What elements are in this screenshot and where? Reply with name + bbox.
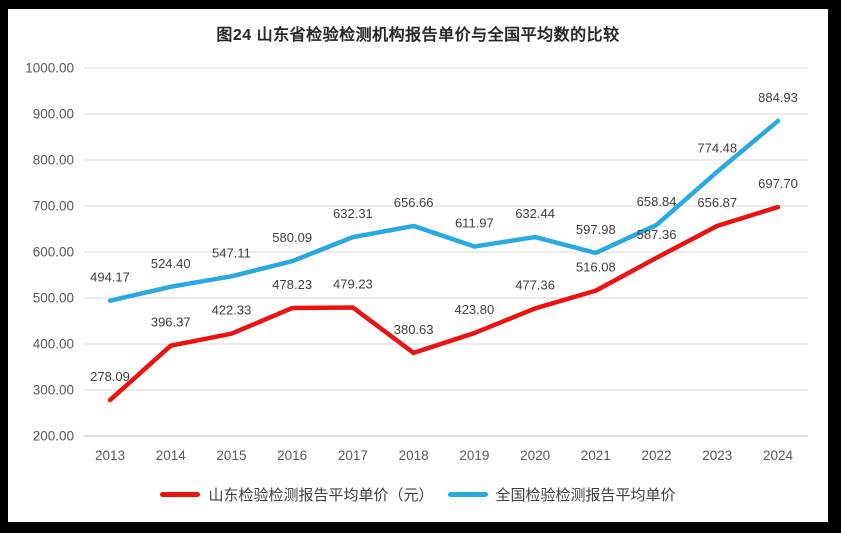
series-line-0 xyxy=(107,204,781,403)
legend-line-swatch-national xyxy=(447,492,488,497)
data-label: 656.66 xyxy=(394,195,434,210)
legend-item-national: 全国检验检测报告平均单价 xyxy=(447,484,676,505)
y-axis-tick-label: 200.00 xyxy=(33,429,74,444)
data-label: 658.84 xyxy=(637,194,677,209)
data-label: 423.80 xyxy=(454,302,494,317)
y-axis-tick-label: 800.00 xyxy=(33,153,74,168)
y-axis-tick-label: 300.00 xyxy=(33,383,74,398)
legend-label-national: 全国检验检测报告平均单价 xyxy=(495,487,676,504)
data-label: 477.36 xyxy=(515,277,555,292)
data-label: 580.09 xyxy=(272,230,312,245)
data-label: 547.11 xyxy=(212,245,251,260)
legend-label-shandong: 山东检验检测报告平均单价（元） xyxy=(208,487,434,504)
chart-title: 图24 山东省检验检测机构报告单价与全国平均数的比较 xyxy=(216,27,620,44)
y-axis-tick-label: 900.00 xyxy=(33,107,74,122)
data-label: 396.37 xyxy=(151,315,191,330)
data-label: 478.23 xyxy=(272,277,312,292)
legend-item-shandong: 山东检验检测报告平均单价（元） xyxy=(160,484,434,505)
x-axis-tick-label: 2024 xyxy=(763,448,794,463)
data-label: 516.08 xyxy=(576,260,616,275)
data-label: 524.40 xyxy=(151,256,191,271)
data-label: 278.09 xyxy=(90,369,130,384)
chart-legend: 山东检验检测报告平均单价（元） 全国检验检测报告平均单价 xyxy=(8,484,828,505)
data-label: 884.93 xyxy=(758,90,798,105)
data-label: 656.87 xyxy=(697,195,737,210)
x-axis-tick-label: 2014 xyxy=(156,448,187,463)
data-label: 632.44 xyxy=(515,206,555,221)
data-label: 597.98 xyxy=(576,222,616,237)
x-axis-tick-label: 2018 xyxy=(399,448,429,463)
x-axis-tick-label: 2021 xyxy=(581,448,611,463)
data-label: 422.33 xyxy=(212,303,252,318)
x-axis-tick-label: 2023 xyxy=(702,448,732,463)
y-axis-tick-label: 1000.00 xyxy=(25,61,74,76)
data-label: 380.63 xyxy=(394,322,434,337)
x-axis-tick-label: 2015 xyxy=(216,448,246,463)
data-label: 479.23 xyxy=(333,277,373,292)
data-label: 697.70 xyxy=(758,176,798,191)
data-label: 611.97 xyxy=(455,215,494,230)
data-label: 587.36 xyxy=(637,227,677,242)
y-axis-tick-label: 700.00 xyxy=(33,199,74,214)
legend-line-swatch-shandong xyxy=(160,492,201,497)
y-axis-tick-label: 400.00 xyxy=(33,337,74,352)
x-axis-tick-label: 2020 xyxy=(520,448,550,463)
series-line-1 xyxy=(107,118,781,303)
data-label: 494.17 xyxy=(90,270,130,285)
data-label: 774.48 xyxy=(697,141,737,156)
x-axis-tick-label: 2013 xyxy=(95,448,125,463)
x-axis-tick-label: 2017 xyxy=(338,448,368,463)
x-axis-tick-label: 2019 xyxy=(459,448,489,463)
y-axis-tick-label: 500.00 xyxy=(33,291,74,306)
data-label: 632.31 xyxy=(333,206,373,221)
x-axis-tick-label: 2022 xyxy=(642,448,672,463)
y-axis-tick-label: 600.00 xyxy=(33,245,74,260)
x-axis-tick-label: 2016 xyxy=(277,448,307,463)
